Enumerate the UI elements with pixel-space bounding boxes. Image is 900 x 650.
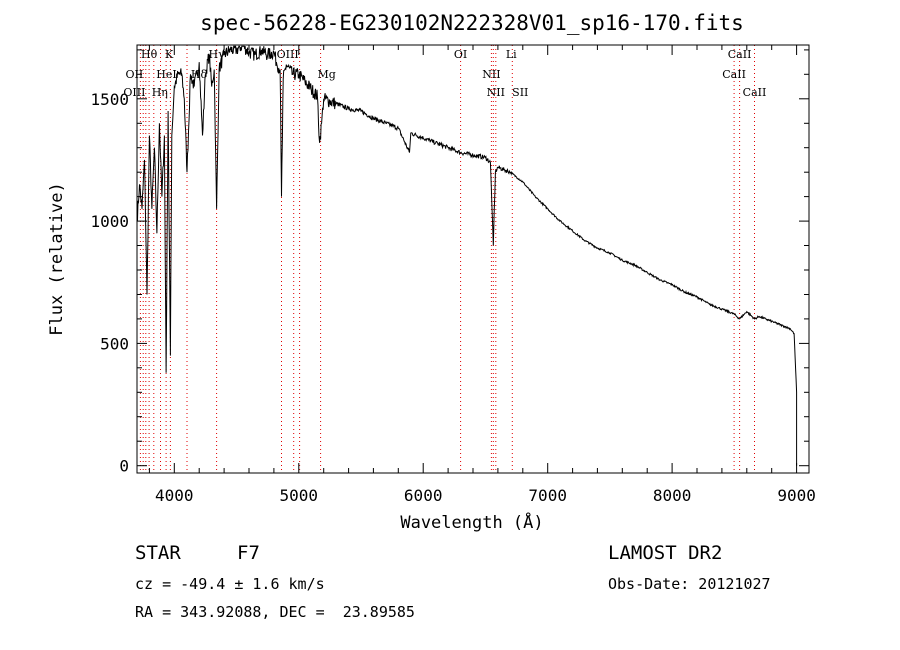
spectral-line-label: OIII: [123, 86, 145, 99]
spectral-subclass: F7: [237, 542, 260, 564]
y-axis-ticks: 0 500 1000 1500: [90, 49, 809, 476]
x-tick-label: 9000: [777, 486, 816, 505]
y-tick-label: 1000: [90, 212, 129, 231]
survey-name: LAMOST DR2: [608, 542, 723, 564]
object-class: STAR: [135, 542, 181, 564]
spectral-line-label: CaII: [728, 48, 752, 61]
line-marker-group: [139, 45, 755, 473]
x-tick-label: 6000: [404, 486, 443, 505]
plot-frame: [136, 44, 810, 474]
x-axis-ticks: 4000 5000 6000 7000 8000 9000: [148, 45, 816, 505]
spectral-line-label: NII: [487, 86, 505, 99]
y-tick-label: 500: [100, 334, 129, 353]
spectral-line-label: K: [165, 48, 174, 61]
spectral-line-label: CaII: [743, 86, 767, 99]
y-tick-label: 0: [119, 457, 129, 476]
observation-date: Obs-Date: 20121027: [608, 575, 771, 593]
spectral-line-label: CaII: [722, 68, 746, 81]
spectral-line-label: Hθ: [141, 48, 158, 61]
x-tick-label: 5000: [280, 486, 319, 505]
redshift-cz: cz = -49.4 ± 1.6 km/s: [135, 575, 325, 593]
spectral-line-label: Hη: [152, 86, 168, 99]
x-axis-label: Wavelength (Å): [400, 511, 543, 533]
spectral-line-label: NII: [482, 68, 500, 81]
spectral-line-label: Hγ: [209, 48, 226, 61]
y-axis-label: Flux (relative): [47, 182, 67, 336]
spectral-line-label: OI: [454, 48, 467, 61]
y-tick-label: 1500: [90, 90, 129, 109]
x-tick-label: 7000: [528, 486, 567, 505]
x-tick-label: 8000: [653, 486, 692, 505]
spectrum-line: [136, 45, 798, 466]
spectral-line-label: Mg: [317, 68, 335, 81]
spectral-line-label: OII: [126, 68, 144, 81]
spectral-line-label: SII: [512, 86, 528, 99]
spectral-line-label: Li: [506, 48, 517, 61]
spectral-line-label: HeI: [156, 68, 176, 81]
x-tick-label: 4000: [155, 486, 194, 505]
spectral-line-label: OIII: [277, 48, 299, 61]
chart-title: spec-56228-EG230102N222328V01_sp16-170.f…: [200, 11, 744, 35]
coordinates: RA = 343.92088, DEC = 23.89585: [135, 603, 415, 621]
